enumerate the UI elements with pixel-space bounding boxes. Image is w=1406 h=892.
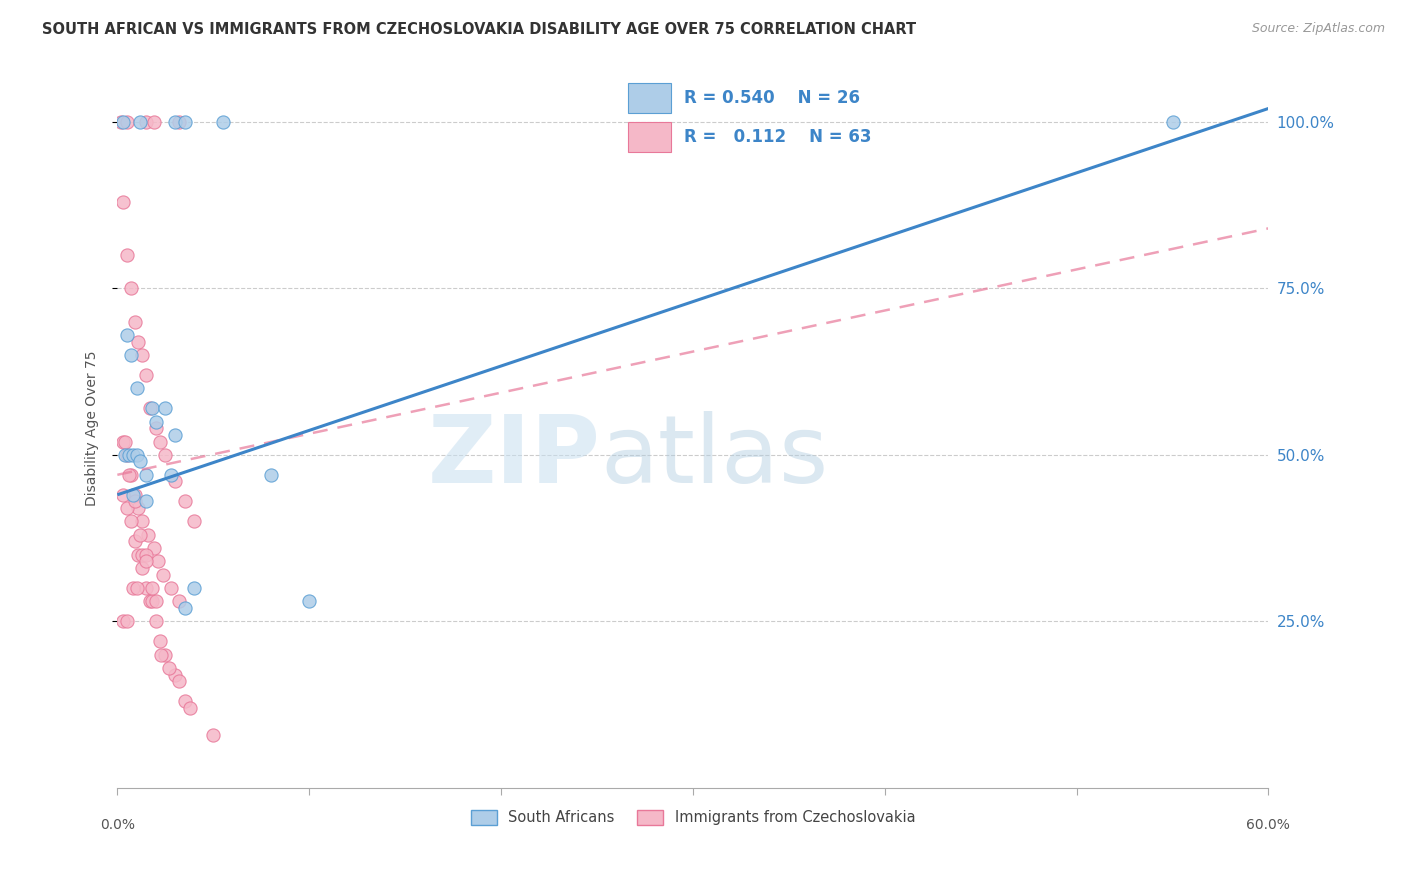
Point — [125, 448, 148, 462]
Point — [120, 281, 142, 295]
Point — [173, 694, 195, 708]
Point — [167, 674, 190, 689]
Point — [173, 494, 195, 508]
Point — [131, 548, 153, 562]
Point — [112, 194, 135, 209]
Point — [120, 515, 142, 529]
Point — [160, 581, 183, 595]
Legend: South Africans, Immigrants from Czechoslovakia: South Africans, Immigrants from Czechosl… — [465, 804, 921, 831]
Point — [212, 115, 235, 129]
Point — [115, 615, 138, 629]
Point — [142, 115, 165, 129]
Point — [127, 501, 149, 516]
Point — [120, 467, 142, 482]
Point — [179, 701, 201, 715]
Point — [110, 115, 132, 129]
Point — [121, 581, 143, 595]
Point — [163, 475, 186, 489]
Point — [114, 448, 136, 462]
Point — [124, 534, 146, 549]
Point — [124, 315, 146, 329]
Point — [155, 401, 177, 416]
Point — [131, 515, 153, 529]
Point — [142, 541, 165, 555]
Point — [125, 581, 148, 595]
Point — [118, 467, 141, 482]
Point — [163, 427, 186, 442]
Point — [145, 615, 167, 629]
Point — [139, 401, 162, 416]
Point — [167, 594, 190, 608]
Point — [1161, 115, 1184, 129]
Point — [115, 501, 138, 516]
Point — [135, 548, 157, 562]
Text: Source: ZipAtlas.com: Source: ZipAtlas.com — [1251, 22, 1385, 36]
Text: 60.0%: 60.0% — [1247, 818, 1291, 832]
Point — [131, 561, 153, 575]
Point — [135, 115, 157, 129]
Point — [112, 615, 135, 629]
Point — [135, 554, 157, 568]
Point — [124, 494, 146, 508]
Point — [136, 527, 159, 541]
Point — [127, 548, 149, 562]
Point — [125, 381, 148, 395]
Point — [152, 567, 174, 582]
Point — [121, 448, 143, 462]
Point — [112, 488, 135, 502]
Point — [150, 648, 173, 662]
Point — [127, 334, 149, 349]
Point — [141, 594, 163, 608]
Point — [112, 434, 135, 449]
Text: ZIP: ZIP — [427, 411, 600, 503]
Point — [131, 348, 153, 362]
Point — [139, 594, 162, 608]
Point — [135, 581, 157, 595]
Point — [115, 248, 138, 262]
Point — [148, 434, 170, 449]
Point — [146, 554, 169, 568]
Point — [129, 527, 152, 541]
Point — [157, 661, 180, 675]
Point — [121, 488, 143, 502]
Point — [129, 115, 152, 129]
Point — [115, 115, 138, 129]
Point — [202, 727, 225, 741]
Point — [183, 581, 205, 595]
Point — [135, 368, 157, 382]
Text: SOUTH AFRICAN VS IMMIGRANTS FROM CZECHOSLOVAKIA DISABILITY AGE OVER 75 CORRELATI: SOUTH AFRICAN VS IMMIGRANTS FROM CZECHOS… — [42, 22, 917, 37]
Point — [145, 421, 167, 435]
Point — [155, 448, 177, 462]
Point — [141, 401, 163, 416]
Point — [115, 327, 138, 342]
Point — [118, 448, 141, 462]
Point — [260, 467, 283, 482]
Point — [145, 415, 167, 429]
Point — [148, 634, 170, 648]
Point — [163, 667, 186, 681]
Point — [135, 467, 157, 482]
Point — [135, 494, 157, 508]
Text: atlas: atlas — [600, 411, 830, 503]
Point — [145, 594, 167, 608]
Point — [114, 434, 136, 449]
Point — [173, 115, 195, 129]
Point — [298, 594, 321, 608]
Point — [141, 581, 163, 595]
Point — [115, 448, 138, 462]
Y-axis label: Disability Age Over 75: Disability Age Over 75 — [86, 351, 100, 506]
Point — [112, 115, 135, 129]
Point — [173, 601, 195, 615]
Text: 0.0%: 0.0% — [100, 818, 135, 832]
Point — [160, 467, 183, 482]
Point — [129, 454, 152, 468]
Point — [120, 348, 142, 362]
Point — [163, 115, 186, 129]
Point — [167, 115, 190, 129]
Point — [124, 488, 146, 502]
Point — [183, 515, 205, 529]
Point — [155, 648, 177, 662]
